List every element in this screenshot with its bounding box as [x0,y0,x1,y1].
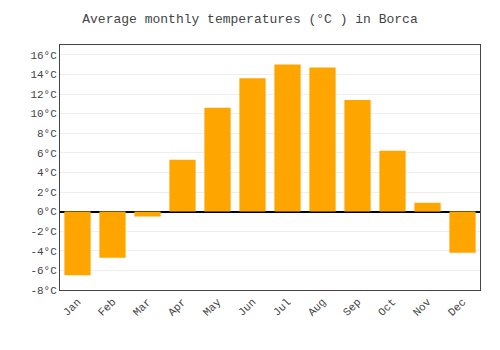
svg-text:-4°C: -4°C [30,246,57,258]
svg-text:Jul: Jul [271,296,293,318]
svg-text:-2°C: -2°C [30,226,57,238]
svg-text:Apr: Apr [166,296,188,318]
svg-text:6°C: 6°C [37,148,57,160]
svg-text:2°C: 2°C [37,187,57,199]
svg-text:Jan: Jan [61,296,83,318]
svg-text:-6°C: -6°C [30,265,57,277]
svg-text:Sep: Sep [341,296,363,318]
svg-text:10°C: 10°C [30,108,57,120]
svg-text:Mar: Mar [131,296,153,318]
svg-text:Aug: Aug [306,296,328,318]
svg-text:12°C: 12°C [30,89,57,101]
svg-text:Jun: Jun [236,296,258,318]
svg-text:0°C: 0°C [37,206,57,218]
svg-text:4°C: 4°C [37,167,57,179]
svg-text:-8°C: -8°C [30,285,57,297]
svg-text:Nov: Nov [411,296,434,319]
svg-text:16°C: 16°C [30,50,57,62]
svg-text:8°C: 8°C [37,128,57,140]
svg-text:Average monthly temperatures (: Average monthly temperatures (°C ) in Bo… [82,12,418,27]
svg-text:Dec: Dec [446,296,468,318]
svg-text:Oct: Oct [376,296,398,318]
svg-text:14°C: 14°C [30,69,57,81]
svg-text:Feb: Feb [96,296,118,318]
svg-text:May: May [201,296,224,319]
